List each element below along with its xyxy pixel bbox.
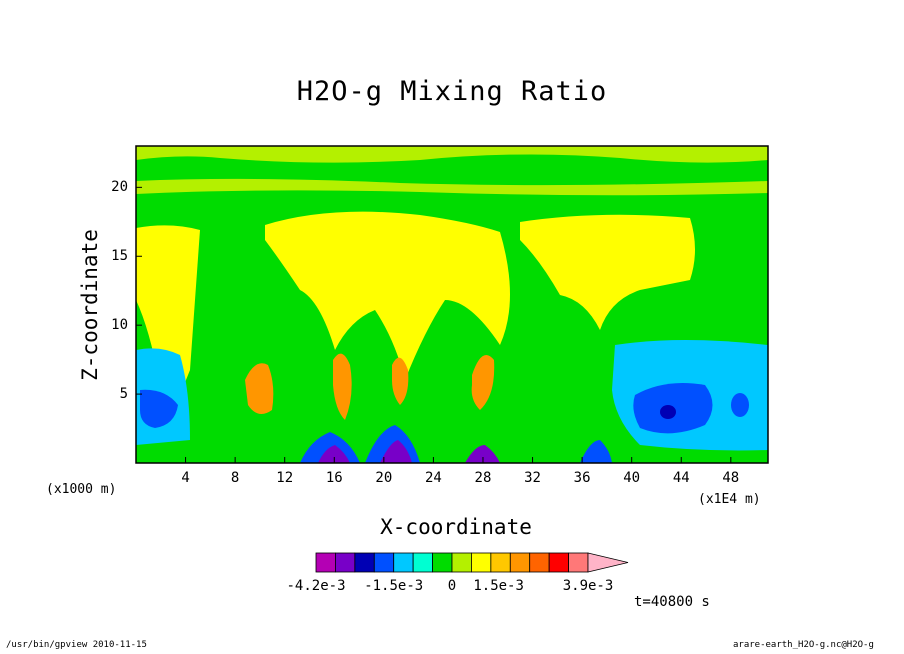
colorbar-swatch [354, 552, 375, 573]
contour-region-blue-left [140, 389, 178, 428]
y-tick-label: 15 [111, 248, 128, 265]
contour-region-yellow-center [265, 211, 510, 380]
x-tick-label: 20 [375, 470, 393, 486]
colorbar-swatch [471, 552, 492, 573]
contour-fill [136, 146, 768, 463]
footer-right: arare-earth_H2O-g.nc@H2O-g [733, 640, 874, 650]
x-tick-label: 36 [573, 470, 591, 486]
colorbar-swatch [315, 552, 336, 573]
contour-plume-1 [245, 363, 274, 414]
x-tick-label: 28 [474, 470, 492, 486]
colorbar-swatch [490, 552, 511, 573]
x-tick-label: 4 [181, 470, 190, 486]
contour-region-yellow-right [520, 214, 695, 330]
colorbar-swatch [509, 552, 531, 573]
colorbar-arrow [587, 552, 629, 573]
colorbar-tick-label: -1.5e-3 [364, 578, 424, 594]
colorbar-swatch [529, 552, 550, 573]
x-axis-label: X-coordinate [380, 515, 532, 539]
contour-region-yellow-left [136, 225, 200, 395]
colorbar-swatch [451, 552, 472, 573]
time-label: t=40800 s [634, 594, 710, 610]
y-tick-label: 5 [119, 386, 128, 403]
x-unit-right-label: (x1E4 m) [698, 492, 761, 507]
x-tick-label: 12 [276, 470, 294, 486]
colorbar-swatch [568, 552, 589, 573]
contour-cell-bottom-4 [580, 440, 612, 463]
chart-title: H2O-g Mixing Ratio [296, 76, 608, 107]
colorbar-tick-label: 0 [447, 578, 457, 594]
contour-band-upper [136, 178, 768, 196]
colorbar-swatch [335, 552, 356, 573]
x-tick-label: 32 [524, 470, 541, 486]
colorbar-swatch [373, 552, 395, 573]
footer-left: /usr/bin/gpview 2010-11-15 [6, 640, 147, 650]
contour-region-darkblue-right [660, 405, 676, 419]
colorbar-tick-label: 3.9e-3 [562, 578, 614, 594]
colorbar-swatch [393, 552, 414, 573]
x-tick-marks [185, 457, 732, 463]
y-tick-label: 10 [111, 317, 128, 334]
colorbar [315, 552, 629, 573]
colorbar-swatch [548, 552, 569, 573]
contour-cell-bottom-1-core [318, 445, 350, 463]
contour-plume-3 [392, 357, 409, 405]
contour-band-top [136, 146, 768, 163]
contour-cell-bottom-3 [465, 445, 500, 463]
x-tick-label: 16 [325, 470, 343, 486]
contour-cell-bottom-2-core [380, 440, 412, 463]
colorbar-swatch [412, 552, 433, 573]
colorbar-swatch [432, 552, 453, 573]
y-tick-marks [136, 186, 142, 395]
colorbar-tick-label: 1.5e-3 [473, 578, 524, 594]
x-tick-label: 40 [623, 470, 641, 486]
x-tick-label: 44 [672, 470, 690, 486]
x-unit-left-label: (x1000 m) [46, 482, 117, 497]
colorbar-tick-label: -4.2e-3 [286, 578, 346, 594]
contour-plume-4 [471, 355, 495, 410]
x-tick-label: 48 [722, 470, 740, 486]
contour-region-blue-far-right [731, 393, 749, 417]
y-tick-label: 20 [111, 179, 128, 196]
x-tick-label: 24 [424, 470, 442, 486]
x-tick-label: 8 [230, 470, 240, 486]
contour-plume-2 [333, 353, 352, 420]
plot-frame [135, 145, 769, 464]
